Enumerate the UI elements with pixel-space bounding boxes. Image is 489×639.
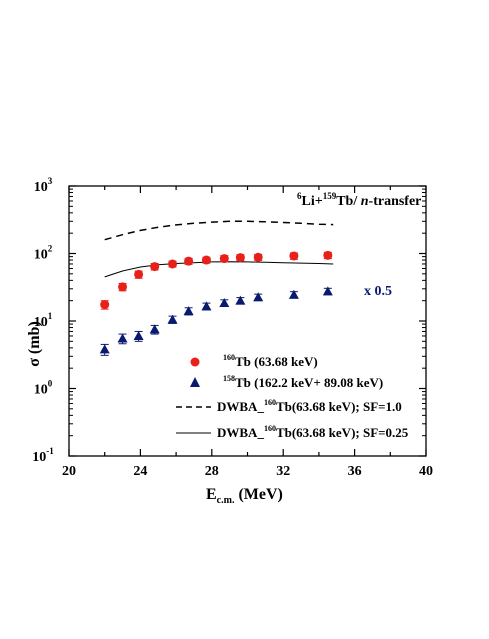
tb160-point bbox=[235, 253, 245, 263]
reaction-annotation: 6Li+159Tb/ n-transfer bbox=[297, 191, 421, 209]
tb160-point bbox=[118, 282, 128, 292]
tb160-point bbox=[134, 269, 144, 279]
y-tick-label: 100 bbox=[34, 379, 53, 398]
tb158-point bbox=[117, 333, 128, 343]
legend-marker-tb160 bbox=[190, 357, 200, 367]
dwba-curves bbox=[104, 220, 334, 278]
tb158-point bbox=[99, 344, 110, 354]
legend-label: DWBA_160Tb(63.68 keV); SF=1.0 bbox=[217, 398, 402, 414]
tb158-point bbox=[167, 314, 178, 324]
tb158-point bbox=[253, 292, 264, 302]
tb160-point bbox=[219, 254, 229, 264]
scale-note: x 0.5 bbox=[364, 284, 392, 299]
tb158-point bbox=[219, 297, 230, 307]
tb160-point bbox=[150, 262, 160, 272]
y-axis-label: σ (mb) bbox=[26, 321, 43, 367]
x-tick-labels: 20 24 28 32 36 40 bbox=[62, 464, 433, 479]
y-tick-label: 103 bbox=[34, 176, 53, 195]
y-tick-label: 10-1 bbox=[32, 446, 54, 465]
x-tick-label: 36 bbox=[348, 464, 362, 479]
tb160-point bbox=[168, 259, 178, 269]
axis-ticks bbox=[68, 185, 427, 457]
x-axis-label: Ec.m. (MeV) bbox=[206, 486, 283, 506]
tb158-point bbox=[201, 301, 212, 311]
data-markers bbox=[99, 250, 333, 356]
legend: 160Tb (63.68 keV) 158Tb (162.2 keV+ 89.08… bbox=[176, 353, 409, 440]
tb160-point bbox=[323, 250, 333, 260]
tb160-point bbox=[201, 255, 211, 265]
x-tick-label: 40 bbox=[419, 464, 433, 479]
tb158-point bbox=[149, 324, 160, 334]
tb158-point bbox=[235, 295, 246, 305]
tb158-point bbox=[288, 289, 299, 299]
tb158-point bbox=[322, 286, 333, 296]
tb160-point bbox=[253, 252, 263, 262]
tb160-point bbox=[289, 251, 299, 261]
tb160-point bbox=[100, 300, 110, 310]
tb158-point bbox=[133, 330, 144, 340]
y-tick-labels: 10-1 100 101 102 103 bbox=[32, 176, 54, 465]
y-tick-label: 102 bbox=[34, 244, 53, 263]
legend-label: DWBA_160Tb(63.68 keV); SF=0.25 bbox=[217, 424, 409, 440]
x-tick-label: 32 bbox=[276, 464, 290, 479]
legend-label: 158Tb (162.2 keV+ 89.08 keV) bbox=[223, 374, 383, 390]
plot-frame bbox=[68, 185, 427, 457]
x-tick-label: 24 bbox=[133, 464, 147, 479]
legend-marker-tb158 bbox=[190, 377, 200, 387]
legend-label: 160Tb (63.68 keV) bbox=[223, 353, 318, 369]
tb160-point bbox=[184, 256, 194, 266]
dwba-sf1-curve bbox=[104, 220, 334, 241]
y-tick-label: 101 bbox=[34, 311, 53, 330]
tb158-point bbox=[183, 306, 194, 316]
x-tick-label: 28 bbox=[205, 464, 219, 479]
x-tick-label: 20 bbox=[62, 464, 76, 479]
